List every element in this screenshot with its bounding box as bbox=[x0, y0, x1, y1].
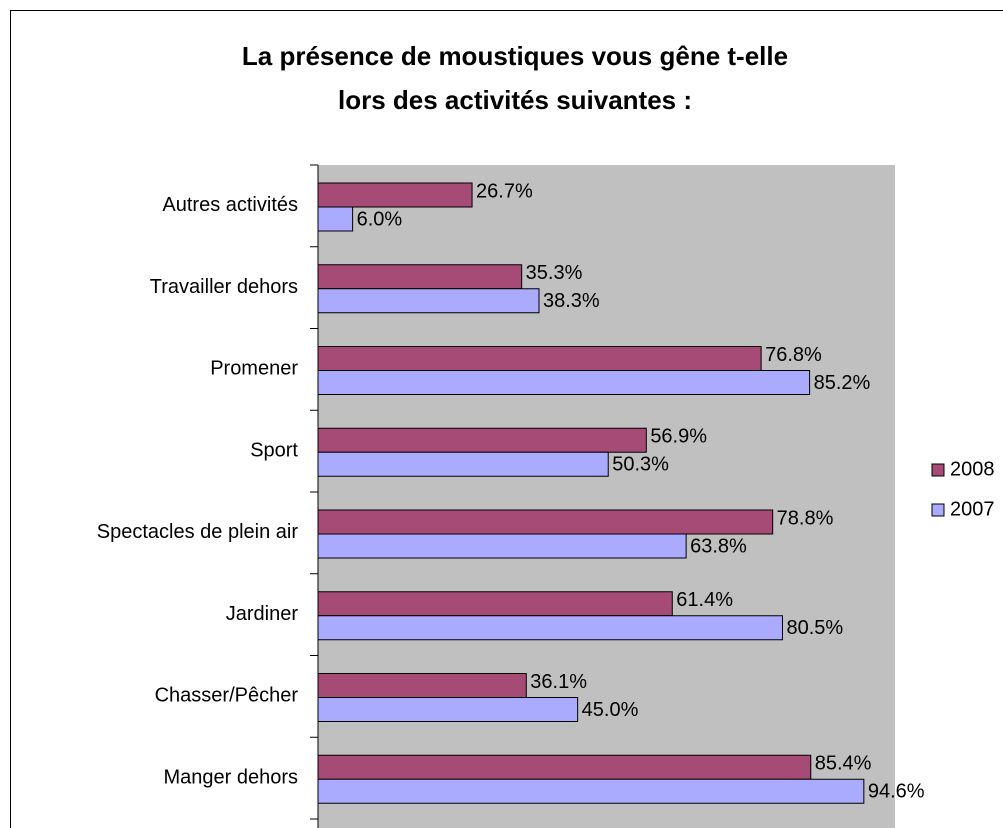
value-label: 36.1% bbox=[530, 671, 587, 693]
bar bbox=[317, 346, 762, 371]
category-label: Jardiner bbox=[226, 603, 299, 625]
value-label: 50.3% bbox=[612, 454, 669, 476]
value-label: 26.7% bbox=[476, 180, 533, 202]
legend-label: 2008 bbox=[950, 458, 995, 480]
bar bbox=[317, 288, 540, 314]
bar bbox=[317, 754, 812, 780]
category-label: Spectacles de plein air bbox=[97, 521, 299, 543]
value-label: 76.8% bbox=[765, 344, 822, 366]
category-label: Travailler dehors bbox=[150, 276, 298, 298]
bar bbox=[317, 264, 523, 290]
category-label: Chasser/Pêcher bbox=[155, 685, 299, 707]
bar bbox=[317, 451, 609, 477]
value-label: 94.6% bbox=[868, 781, 925, 803]
value-label: 78.8% bbox=[777, 507, 834, 529]
value-label: 35.3% bbox=[526, 262, 583, 284]
bar bbox=[317, 533, 687, 559]
bar bbox=[317, 370, 811, 395]
category-label: Sport bbox=[250, 439, 298, 461]
value-label: 63.8% bbox=[690, 535, 747, 557]
value-label: 45.0% bbox=[582, 699, 639, 721]
legend-label: 2007 bbox=[950, 498, 995, 520]
bar bbox=[317, 615, 783, 641]
value-label: 38.3% bbox=[543, 290, 600, 312]
category-label: Autres activités bbox=[162, 194, 298, 216]
bar bbox=[317, 778, 865, 804]
bar bbox=[317, 182, 473, 208]
value-label: 85.4% bbox=[815, 753, 872, 775]
legend-swatch bbox=[931, 463, 945, 477]
bar bbox=[317, 697, 579, 722]
bar bbox=[317, 206, 354, 232]
chart-title: La présence de moustiques vous gêne t-el… bbox=[242, 41, 788, 115]
bar bbox=[317, 427, 647, 453]
bar bbox=[317, 673, 527, 698]
value-label: 61.4% bbox=[676, 589, 733, 611]
bar bbox=[317, 509, 774, 535]
category-label: Promener bbox=[210, 358, 298, 380]
category-label: Manger dehors bbox=[163, 766, 298, 788]
value-label: 6.0% bbox=[357, 208, 403, 230]
legend-swatch bbox=[931, 503, 945, 517]
value-label: 80.5% bbox=[786, 617, 843, 639]
value-label: 85.2% bbox=[814, 372, 871, 394]
value-label: 56.9% bbox=[650, 426, 707, 448]
bar bbox=[317, 591, 673, 617]
